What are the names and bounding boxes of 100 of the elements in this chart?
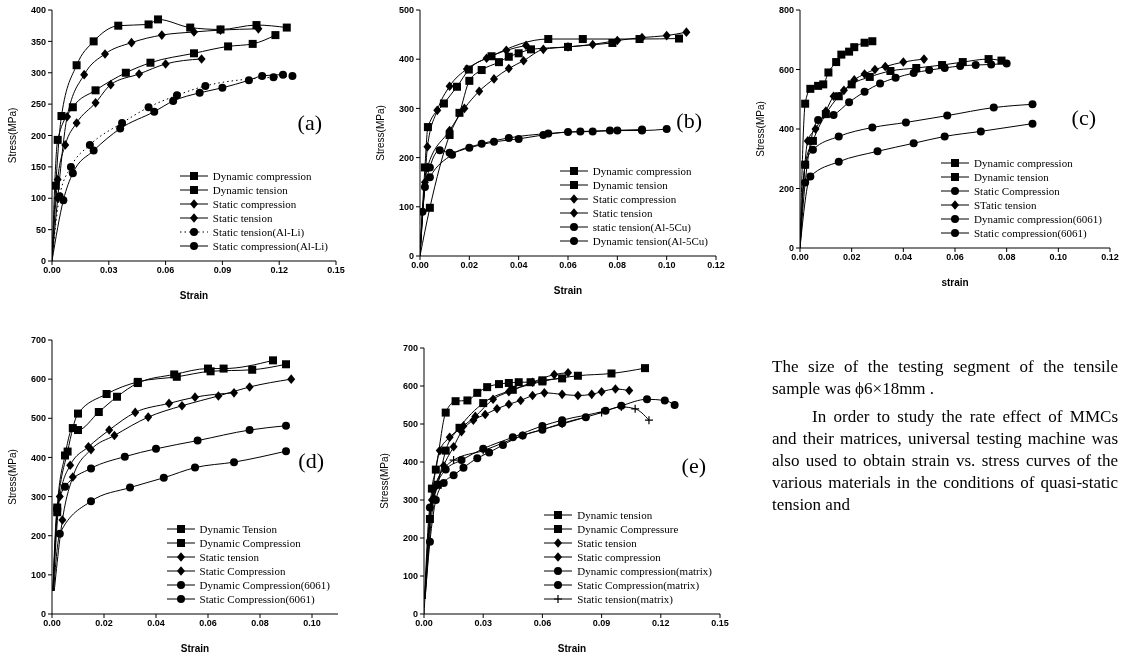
x-axis-title: Strain: [180, 643, 210, 654]
x-tick-label: 0.06: [199, 618, 217, 629]
x-tick-label: 0.12: [652, 618, 670, 629]
legend-label: Static Compression(6061): [199, 592, 315, 606]
y-tick-label: 0: [40, 256, 46, 267]
x-tick-label: 0.09: [213, 265, 232, 276]
legend-label: Dynamic Compressure: [577, 522, 679, 536]
legend-label: Dynamic compression(matrix): [577, 564, 712, 578]
legend-label: Dynamic tension: [974, 170, 1049, 184]
y-tick-label: 300: [402, 495, 418, 506]
y-tick-label: 400: [398, 54, 414, 65]
x-tick-label: 0.12: [707, 260, 725, 271]
y-tick-label: 100: [30, 570, 46, 581]
y-tick-label: 500: [402, 419, 418, 430]
x-tick-label: 0.15: [327, 265, 345, 276]
legend-label: Static tension: [592, 206, 653, 220]
legend-label: Static tension: [199, 550, 260, 564]
legend-label: static tension(Al-5Cu): [592, 220, 691, 234]
y-axis-title: Stress(MPa): [374, 105, 386, 161]
legend-label: Static compression: [212, 197, 297, 211]
x-tick-label: 0.06: [946, 252, 964, 263]
legend-label: Dynamic compression: [974, 156, 1073, 170]
legend-label: Dynamic Compression: [199, 536, 301, 550]
x-tick-label: 0.06: [559, 260, 577, 271]
y-tick-label: 150: [30, 162, 46, 173]
y-tick-label: 700: [402, 343, 418, 354]
y-tick-label: 50: [35, 224, 46, 235]
y-tick-label: 200: [778, 183, 794, 194]
x-tick-label: 0.15: [711, 618, 729, 629]
x-tick-label: 0.00: [791, 252, 809, 263]
x-tick-label: 0.10: [657, 260, 676, 271]
legend-label: Dynamic compression: [592, 164, 692, 178]
x-tick-label: 0.02: [460, 260, 479, 271]
legend-label: Dynamic compression: [212, 169, 312, 183]
legend-label: Dynamic tension: [592, 178, 668, 192]
x-tick-label: 0.06: [533, 618, 552, 629]
y-tick-label: 800: [778, 5, 794, 16]
x-axis-title: strain: [941, 277, 969, 288]
annotation: (c): [1071, 105, 1096, 132]
legend-label: Static Compression: [974, 184, 1060, 198]
legend-label: Static tension(Al-Li): [212, 225, 305, 239]
y-tick-label: 300: [30, 491, 46, 502]
x-tick-label: 0.00: [43, 618, 61, 629]
x-tick-label: 0.00: [43, 265, 61, 276]
legend-label: Static tension: [577, 536, 637, 550]
y-tick-label: 400: [30, 452, 46, 463]
y-tick-label: 250: [30, 99, 46, 110]
x-tick-label: 0.04: [509, 260, 528, 271]
x-tick-label: 0.04: [147, 618, 165, 629]
legend-label: Dynamic Tension: [199, 522, 278, 536]
y-axis-title: Stress(MPa): [6, 449, 18, 505]
x-axis-title: Strain: [179, 290, 209, 301]
annotation: (b): [676, 108, 702, 134]
x-tick-label: 0.08: [251, 618, 269, 629]
annotation: (a): [297, 109, 322, 136]
annotation: (d): [298, 448, 324, 475]
x-tick-label: 0.02: [842, 252, 861, 263]
x-tick-label: 0.09: [592, 618, 611, 629]
y-tick-label: 600: [778, 64, 794, 75]
legend-label: Static compression(Al-Li): [212, 239, 328, 253]
y-tick-label: 0: [408, 251, 414, 262]
y-tick-label: 0: [788, 243, 794, 254]
legend-label: Dynamic tension: [212, 183, 288, 197]
legend-label: Static Compression: [199, 564, 286, 578]
y-tick-label: 350: [30, 36, 46, 47]
y-tick-label: 0: [40, 609, 46, 620]
y-axis-title: Stress(MPa): [6, 107, 18, 164]
x-tick-label: 0.10: [303, 618, 321, 629]
legend-label: Static compression: [577, 550, 661, 564]
legend-label: Static compression: [592, 192, 677, 206]
y-tick-label: 100: [402, 571, 418, 582]
y-axis-title: Stress(MPa): [378, 453, 390, 509]
y-tick-label: 300: [30, 67, 46, 78]
legend-label: Dynamic tension: [577, 508, 653, 522]
legend-label: Dynamic compression(6061): [974, 212, 1102, 226]
y-tick-label: 0: [412, 609, 418, 620]
x-axis-title: Strain: [553, 285, 583, 296]
y-tick-label: 100: [30, 193, 46, 204]
annotation: (e): [681, 453, 706, 480]
y-tick-label: 600: [402, 381, 418, 392]
text: In order to study the rate effect of MMCs and their matrices, universal testing machine was also used to obtain strain vs. stress curves of the various materials in the conditions of quasi-static tension and: [772, 406, 1118, 516]
x-tick-label: 0.02: [95, 618, 113, 629]
y-tick-label: 200: [398, 152, 414, 163]
x-axis-title: Strain: [557, 643, 587, 654]
legend-label: Dynamic tension(Al-5Cu): [592, 234, 708, 248]
x-tick-label: 0.00: [411, 260, 429, 271]
legend-label: Static compression(6061): [974, 226, 1087, 240]
y-tick-label: 200: [30, 530, 46, 541]
x-tick-label: 0.10: [1049, 252, 1068, 263]
x-tick-label: 0.12: [270, 265, 288, 276]
y-tick-label: 400: [30, 5, 46, 16]
y-tick-label: 200: [402, 533, 418, 544]
x-tick-label: 0.08: [608, 260, 627, 271]
y-tick-label: 100: [398, 202, 414, 212]
y-axis-title: Stress(MPa): [754, 101, 766, 157]
x-tick-label: 0.03: [100, 265, 118, 276]
y-tick-label: 400: [778, 124, 794, 135]
legend-label: Static Compression(matrix): [577, 578, 700, 592]
x-tick-label: 0.04: [894, 252, 913, 263]
y-tick-label: 700: [30, 335, 46, 346]
